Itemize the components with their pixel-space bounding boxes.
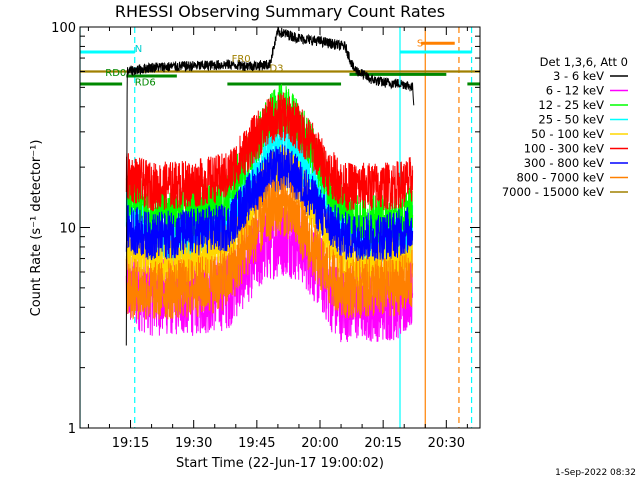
series-line-0	[125, 27, 415, 346]
x-axis-title: Start Time (22-Jun-17 19:00:02)	[176, 456, 384, 471]
annotation-label-3: RD0	[105, 68, 126, 79]
x-tick-label-5: 20:30	[428, 436, 465, 451]
legend-entry-label-3: 25 - 50 keV	[538, 113, 604, 127]
series-line-7	[125, 176, 414, 320]
legend-entry-label-2: 12 - 25 keV	[538, 98, 604, 112]
x-tick-label-4: 20:15	[364, 436, 401, 451]
legend-title: Det 1,3,6, Att 0	[540, 55, 628, 69]
x-tick-label-0: 19:15	[112, 436, 149, 451]
legend-entry-label-4: 50 - 100 keV	[531, 127, 604, 141]
y-axis-title: Count Rate (s⁻¹ detector⁻¹)	[29, 140, 44, 317]
chart-title: RHESSI Observing Summary Count Rates	[115, 2, 445, 21]
annotation-label-4: RD6	[135, 78, 156, 89]
legend-entry-label-8: 7000 - 15000 keV	[502, 185, 604, 199]
legend-entry-label-7: 800 - 7000 keV	[516, 171, 604, 185]
annotation-label-5: D3	[269, 63, 283, 74]
annotation-label-1: S	[417, 38, 423, 49]
annotation-label-0: N	[135, 44, 142, 55]
series-line-5	[125, 92, 414, 212]
y-tick-label-1: 10	[59, 222, 76, 237]
legend-entry-label-5: 100 - 300 keV	[524, 142, 604, 156]
y-tick-label-2: 100	[51, 21, 76, 36]
axis-layer: 19:15 19:30 19:45 20:00 20:15 20:30 1 10 100	[51, 21, 480, 451]
annotation-label-2: FR0	[232, 54, 251, 65]
y-tick-label-0: 1	[68, 422, 76, 437]
x-tick-label-2: 19:45	[238, 436, 275, 451]
x-tick-label-3: 20:00	[301, 436, 338, 451]
legend-entry-label-1: 6 - 12 keV	[546, 84, 604, 98]
series-line-6	[125, 144, 414, 262]
timestamp: 1-Sep-2022 08:32	[555, 468, 636, 478]
x-tick-label-1: 19:30	[175, 436, 212, 451]
legend-entry-label-0: 3 - 6 keV	[553, 69, 604, 83]
legend-entry-label-6: 300 - 800 keV	[524, 156, 604, 170]
